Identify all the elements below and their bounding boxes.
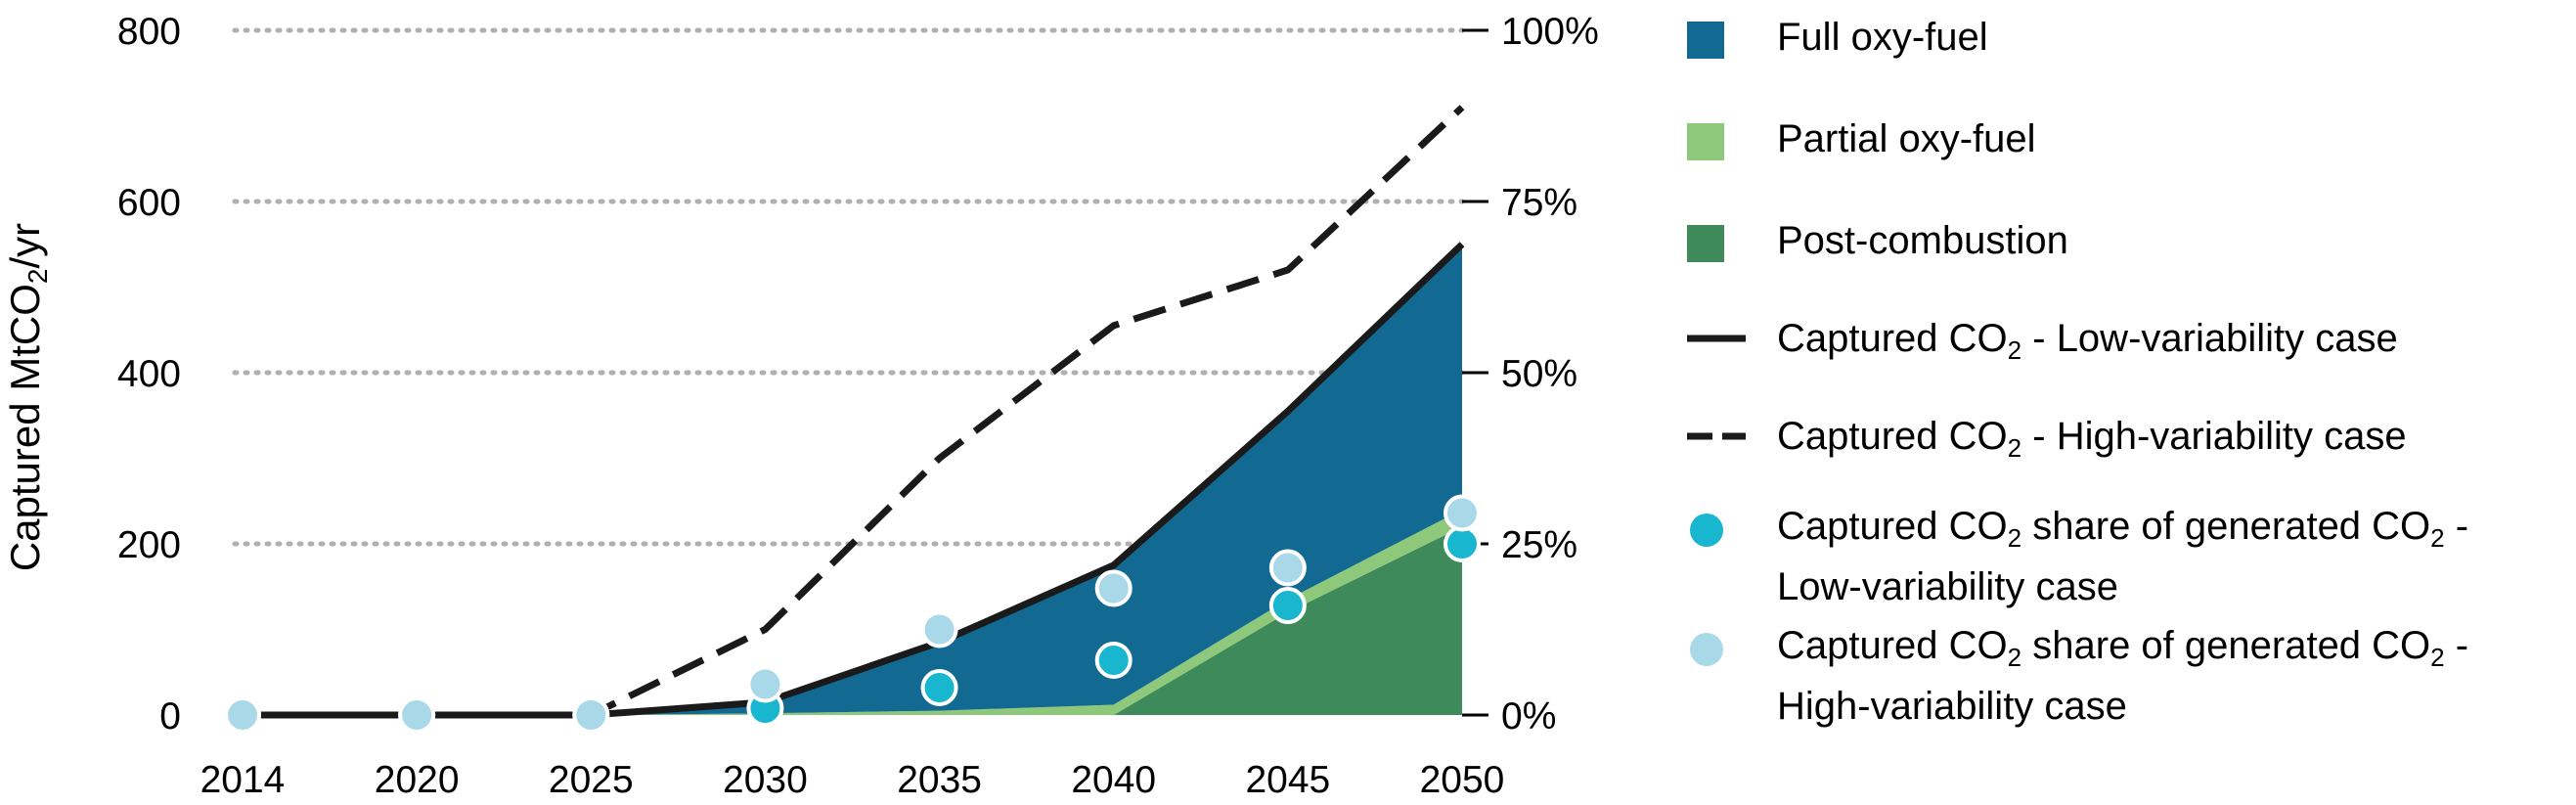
- share-point-high-variability: [224, 696, 261, 734]
- legend-swatch: [1687, 22, 1724, 59]
- share-point-low-variability: [1268, 587, 1307, 624]
- y2-tick-label: 75%: [1501, 182, 1577, 224]
- share-point-high-variability: [1443, 494, 1481, 532]
- legend-swatch: [1687, 123, 1724, 160]
- share-point-low-variability: [1094, 642, 1133, 679]
- x-tick-label: 2045: [1245, 759, 1330, 801]
- y-tick-label: 200: [117, 524, 181, 566]
- legend-line-symbol: [1687, 432, 1746, 440]
- share-point-high-variability: [398, 696, 436, 734]
- area-post-combustion: [243, 526, 1462, 715]
- legend-marker: [1690, 633, 1723, 666]
- y2-tick-label: 0%: [1501, 695, 1556, 738]
- share-point-high-variability: [920, 610, 958, 648]
- legend-line-symbol: [1687, 335, 1746, 342]
- x-tick-label: 2020: [375, 759, 460, 801]
- y2-tick-label: 50%: [1501, 353, 1577, 395]
- x-tick-label: 2030: [723, 759, 808, 801]
- legend-label: Captured CO2 share of generated CO2 - Hig…: [1777, 624, 2469, 728]
- y2-tick-label: 100%: [1501, 11, 1599, 53]
- share-point-low-variability: [920, 669, 958, 706]
- chart: 0 200 400 600 800 0% 25% 50% 75% 100% 2014 2020 2025…: [2, 11, 1599, 801]
- area-full-oxy-fuel: [243, 244, 1462, 715]
- legend-label: Full oxy-fuel: [1777, 16, 1988, 59]
- legend-label: Post-combustion: [1777, 219, 2068, 262]
- y2-tick-label: 25%: [1501, 524, 1577, 566]
- x-tick-label: 2040: [1071, 759, 1156, 801]
- share-point-high-variability: [1268, 549, 1307, 587]
- y-tick-label: 400: [117, 353, 181, 395]
- y-tick-label: 800: [117, 11, 181, 53]
- x-tick-label: 2035: [897, 759, 982, 801]
- share-point-low-variability: [1443, 525, 1481, 562]
- y-tick-label: 600: [117, 182, 181, 224]
- legend-label: Captured CO2 - High-variability case: [1777, 415, 2407, 463]
- legend-label: Captured CO2 - Low-variability case: [1777, 317, 2398, 365]
- legend-marker: [1690, 514, 1723, 547]
- y-axis-label: Captured MtCO2/yr: [2, 223, 53, 571]
- legend-label: Partial oxy-fuel: [1777, 117, 2036, 160]
- legend-swatch: [1687, 225, 1724, 262]
- line-high-variability: [243, 105, 1465, 719]
- share-point-high-variability: [572, 696, 610, 734]
- share-point-high-variability: [746, 665, 784, 703]
- x-tick-label: 2025: [549, 759, 634, 801]
- x-tick-label: 2014: [200, 759, 286, 801]
- x-tick-label: 2050: [1420, 759, 1505, 801]
- y-tick-label: 0: [159, 695, 181, 738]
- share-point-high-variability: [1094, 569, 1133, 607]
- legend-label: Captured CO2 share of generated CO2 - Low…: [1777, 505, 2469, 608]
